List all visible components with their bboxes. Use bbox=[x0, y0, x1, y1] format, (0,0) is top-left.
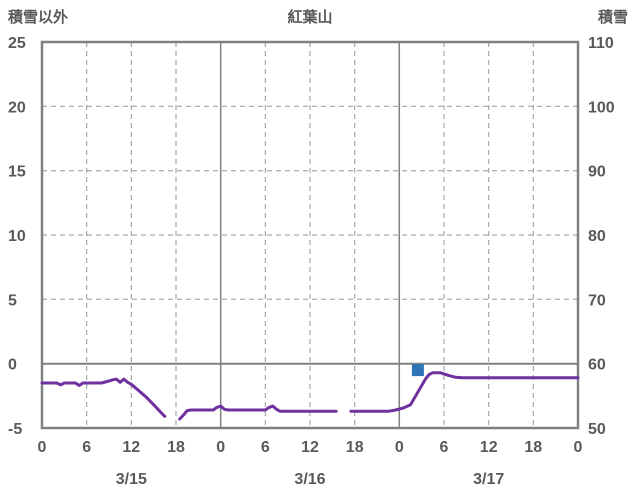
right-tick-label: 110 bbox=[588, 35, 614, 52]
purple-temperature-line bbox=[349, 371, 580, 413]
right-tick-label: 90 bbox=[588, 164, 606, 181]
left-tick-label: 25 bbox=[8, 35, 26, 52]
x-tick-label: 6 bbox=[440, 439, 449, 456]
left-tick-label: 0 bbox=[8, 357, 17, 374]
plot-border bbox=[40, 40, 580, 430]
x-tick-label: 0 bbox=[395, 439, 404, 456]
right-tick-label: 60 bbox=[588, 357, 606, 374]
day-label: 3/15 bbox=[116, 471, 147, 488]
left-tick-label: 15 bbox=[8, 164, 26, 181]
x-tick-label: 0 bbox=[216, 439, 225, 456]
x-tick-label: 12 bbox=[480, 439, 498, 456]
x-tick-label: 6 bbox=[261, 439, 270, 456]
right-tick-label: 100 bbox=[588, 99, 615, 116]
purple-temperature-line bbox=[178, 404, 338, 421]
purple-temperature-line bbox=[40, 377, 167, 418]
chart-title: 紅葉山 bbox=[287, 9, 333, 26]
day-label: 3/17 bbox=[473, 471, 504, 488]
left-tick-label: 20 bbox=[8, 99, 26, 116]
right-axis-title: 積雪 bbox=[597, 9, 628, 26]
left-tick-label: 5 bbox=[8, 292, 17, 309]
left-tick-label: -5 bbox=[8, 421, 22, 438]
snow-depth-marker bbox=[411, 364, 424, 377]
day-label: 3/16 bbox=[294, 471, 325, 488]
left-axis-title: 積雪以外 bbox=[8, 9, 69, 26]
x-tick-label: 18 bbox=[346, 439, 364, 456]
x-tick-label: 18 bbox=[167, 439, 185, 456]
x-tick-label: 6 bbox=[82, 439, 91, 456]
x-tick-label: 0 bbox=[38, 439, 47, 456]
x-tick-label: 12 bbox=[301, 439, 319, 456]
right-tick-label: 50 bbox=[588, 421, 606, 438]
x-tick-label: 18 bbox=[524, 439, 542, 456]
x-tick-label: 0 bbox=[574, 439, 583, 456]
x-tick-label: 12 bbox=[122, 439, 140, 456]
left-tick-label: 10 bbox=[8, 228, 26, 245]
right-tick-label: 70 bbox=[588, 292, 606, 309]
right-tick-label: 80 bbox=[588, 228, 606, 245]
